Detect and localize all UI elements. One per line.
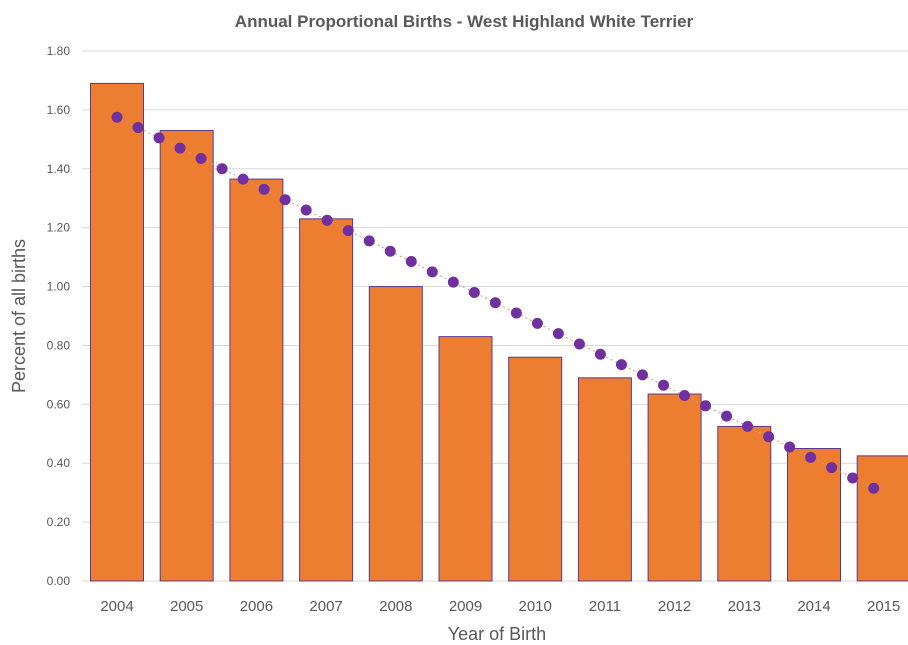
trendline-dot	[279, 194, 291, 206]
trendline-dot	[237, 173, 249, 185]
x-tick-label: 2004	[100, 598, 133, 615]
x-tick-label: 2010	[519, 598, 552, 615]
x-tick-label: 2011	[589, 598, 621, 615]
trendline-dot	[489, 297, 501, 309]
trendline-dot	[594, 348, 606, 360]
bar-2008	[368, 286, 423, 582]
y-tick-label: 0.40	[47, 456, 71, 470]
x-tick-label: 2014	[797, 598, 830, 615]
trendline-dot	[153, 132, 165, 144]
bar-2007	[299, 218, 354, 582]
trendline-dot	[447, 276, 459, 288]
trendline-dot	[132, 122, 144, 134]
bar-2009	[438, 336, 493, 582]
trendline-dot	[784, 441, 796, 453]
y-axis-label: Percent of all births	[9, 239, 29, 393]
trendline-dot	[468, 286, 480, 298]
bar-2005	[159, 130, 214, 582]
trendline-dot	[868, 482, 880, 494]
trendline-dot	[615, 359, 627, 371]
trendline-dot	[742, 420, 754, 432]
trendline-dot	[426, 266, 438, 278]
y-tick-label: 1.60	[47, 103, 71, 117]
trendline-dot	[700, 400, 712, 412]
trendline-dot	[573, 338, 585, 350]
trendline-dot	[216, 163, 228, 175]
trendline-dot	[258, 183, 270, 195]
y-tick-label: 0.00	[47, 574, 71, 588]
x-tick-label: 2008	[379, 598, 412, 615]
trendline-dot	[805, 451, 817, 463]
trendline-dot	[531, 317, 543, 329]
trendline-dot	[321, 214, 333, 226]
gridlines	[82, 50, 908, 582]
y-tick-label: 1.80	[47, 44, 71, 58]
trendline-dot	[658, 379, 670, 391]
x-tick-label: 2006	[240, 598, 273, 615]
trendline-dot	[847, 472, 859, 484]
bar-2015	[856, 455, 908, 582]
y-tick-label: 1.00	[47, 280, 71, 294]
x-tick-label: 2013	[728, 598, 761, 615]
y-tick-label: 0.80	[47, 338, 71, 352]
trendline-dot	[552, 328, 564, 340]
x-axis-ticks: 2004 2005 2006 2007 2008 2009 2010 2011 2012 2013…	[100, 598, 900, 615]
y-tick-label: 0.60	[47, 397, 71, 411]
chart-title: Annual Proportional Births - West Highla…	[235, 12, 694, 31]
trendline-dot	[111, 111, 123, 123]
trendline-dot	[342, 225, 354, 237]
x-tick-label: 2009	[449, 598, 482, 615]
trendline-dot	[405, 256, 417, 268]
trendline-dot	[721, 410, 733, 422]
trendline-dot	[636, 369, 648, 381]
trendline	[111, 111, 880, 494]
y-axis-ticks: 0.00 0.20 0.40 0.60 0.80 1.00 1.20 1.40 1.60 1.80	[47, 44, 71, 588]
bar-2013	[717, 425, 772, 582]
y-tick-label: 0.20	[47, 515, 71, 529]
y-tick-label: 1.40	[47, 162, 71, 176]
x-axis-label: Year of Birth	[448, 624, 546, 644]
trendline-dot	[510, 307, 522, 319]
trendline-dot	[679, 390, 691, 401]
x-tick-label: 2012	[658, 598, 691, 615]
bar-2011	[577, 377, 632, 582]
trendline-dot	[174, 142, 186, 154]
trendline-dot	[195, 152, 207, 164]
trendline-dot	[826, 462, 838, 474]
y-tick-label: 1.20	[47, 221, 71, 235]
x-tick-label: 2015	[867, 598, 900, 615]
bar-2006	[229, 178, 284, 582]
trendline-dot	[300, 204, 312, 216]
bar-2010	[508, 356, 563, 582]
x-tick-label: 2005	[170, 598, 203, 615]
trendline-dot	[763, 431, 775, 443]
bar-2012	[647, 393, 702, 582]
x-tick-label: 2007	[309, 598, 342, 615]
bar-2004	[90, 82, 144, 582]
trendline-dot	[363, 235, 375, 247]
bars	[90, 82, 908, 582]
trendline-dot	[384, 245, 396, 257]
